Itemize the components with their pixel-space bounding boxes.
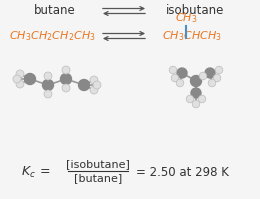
Circle shape bbox=[205, 68, 215, 78]
Circle shape bbox=[16, 80, 24, 88]
Circle shape bbox=[198, 95, 206, 103]
Circle shape bbox=[208, 79, 216, 87]
Text: = 2.50 at 298 K: = 2.50 at 298 K bbox=[136, 166, 229, 179]
Circle shape bbox=[93, 81, 101, 89]
Circle shape bbox=[171, 74, 179, 82]
Circle shape bbox=[90, 86, 98, 94]
Circle shape bbox=[16, 70, 24, 78]
Circle shape bbox=[191, 75, 202, 87]
Text: =: = bbox=[40, 166, 50, 179]
Text: CH$_3$CHCH$_3$: CH$_3$CHCH$_3$ bbox=[162, 29, 222, 43]
Circle shape bbox=[192, 100, 200, 108]
Circle shape bbox=[44, 90, 52, 98]
Circle shape bbox=[186, 95, 194, 103]
Text: CH$_3$: CH$_3$ bbox=[175, 11, 197, 25]
Circle shape bbox=[62, 66, 70, 74]
Text: [butane]: [butane] bbox=[74, 173, 122, 183]
Text: CH$_3$CH$_2$CH$_2$CH$_3$: CH$_3$CH$_2$CH$_2$CH$_3$ bbox=[9, 29, 95, 43]
Text: $K_c$: $K_c$ bbox=[21, 164, 35, 179]
Circle shape bbox=[90, 76, 98, 84]
Circle shape bbox=[176, 79, 184, 87]
Circle shape bbox=[177, 68, 187, 78]
Circle shape bbox=[191, 88, 201, 98]
Circle shape bbox=[62, 84, 70, 92]
Circle shape bbox=[44, 72, 52, 80]
Circle shape bbox=[169, 66, 177, 74]
Circle shape bbox=[42, 79, 54, 91]
Circle shape bbox=[13, 75, 21, 83]
Circle shape bbox=[215, 66, 223, 74]
Text: isobutane: isobutane bbox=[166, 5, 224, 18]
Circle shape bbox=[61, 73, 72, 85]
Circle shape bbox=[199, 72, 207, 80]
Text: [isobutane]: [isobutane] bbox=[66, 159, 130, 169]
Circle shape bbox=[24, 73, 36, 85]
Circle shape bbox=[79, 79, 89, 91]
Text: butane: butane bbox=[34, 5, 76, 18]
Circle shape bbox=[213, 74, 221, 82]
